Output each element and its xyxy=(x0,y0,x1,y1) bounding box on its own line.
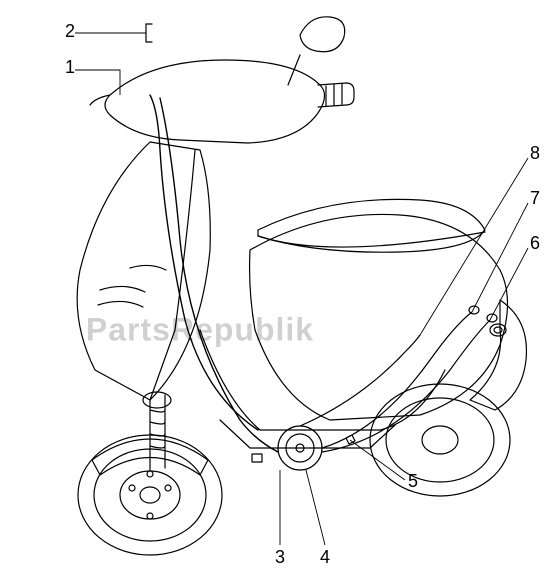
callout-5: 5 xyxy=(408,472,418,490)
callout-4: 4 xyxy=(320,548,330,566)
callout-8: 8 xyxy=(530,144,540,162)
scooter-drawing xyxy=(0,0,560,582)
callout-7: 7 xyxy=(530,189,540,207)
callout-1: 1 xyxy=(65,58,75,76)
callout-3: 3 xyxy=(275,548,285,566)
diagram-canvas: 1 2 3 4 5 6 7 8 PartsRepublik xyxy=(0,0,560,582)
callout-2: 2 xyxy=(65,22,75,40)
callout-6: 6 xyxy=(530,234,540,252)
